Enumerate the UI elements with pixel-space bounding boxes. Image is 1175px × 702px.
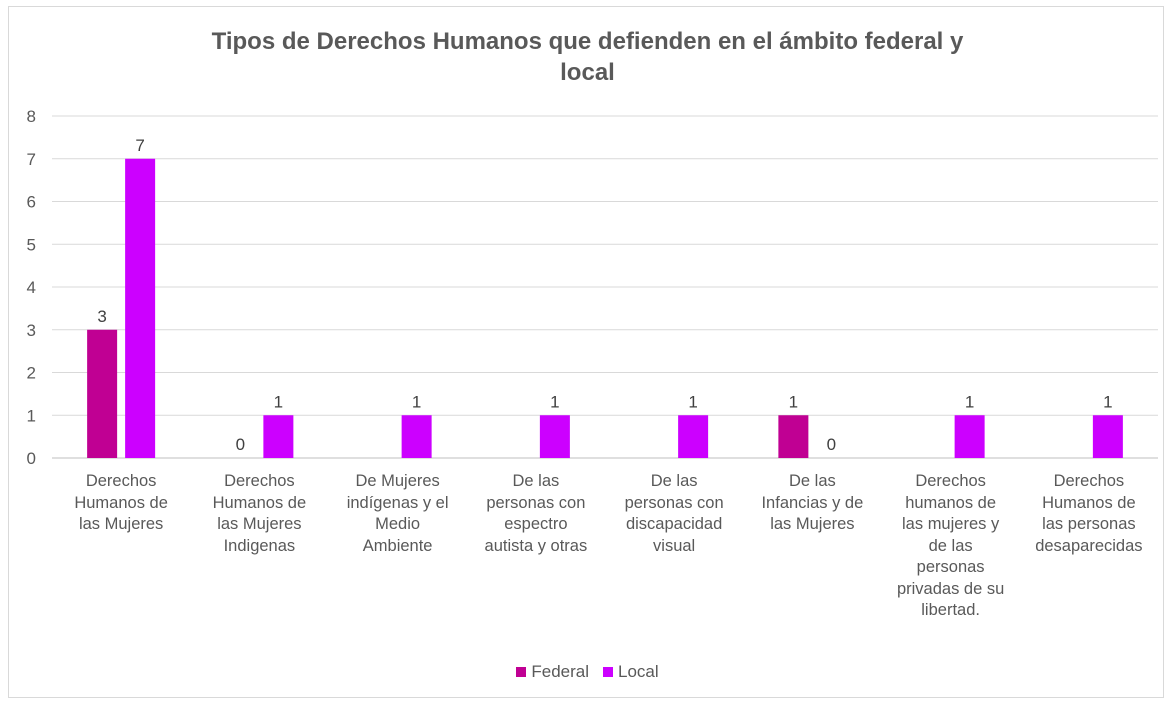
y-tick-label-0: 0 (27, 449, 36, 468)
x-tick-label-6-line-1: humanos de (905, 493, 997, 512)
data-label-federal-5: 1 (789, 392, 798, 411)
x-tick-label-3-line-2: espectro (504, 515, 568, 533)
bar-federal-5 (778, 415, 809, 458)
x-tick-label-0-line-1: Humanos de (74, 493, 168, 512)
x-tick-label-2-line-0: De Mujeres (355, 472, 440, 490)
data-label-federal-0: 3 (97, 307, 106, 326)
y-tick-label-3: 3 (27, 321, 36, 340)
chart-title-line-2: local (560, 59, 615, 86)
x-tick-label-2: De Mujeres indígenas y el Medio Ambiente (329, 471, 467, 557)
legend-item-local: Local (603, 662, 659, 682)
x-tick-label-1-line-3: Indigenas (223, 536, 296, 555)
data-label-federal-1: 0 (236, 435, 245, 454)
legend-swatch-federal (516, 667, 527, 677)
x-tick-label-5: De las Infancias y de las Mujeres (743, 471, 881, 536)
x-tick-label-6-line-3: de las (928, 536, 973, 555)
data-label-local-4: 1 (688, 392, 697, 411)
x-tick-label-0: Derechos Humanos de las Mujeres (52, 471, 190, 536)
x-tick-label-6-line-2: las mujeres y (902, 515, 1000, 533)
x-tick-label-6-line-5: privadas de su (896, 579, 1005, 598)
data-label-local-2: 1 (412, 392, 421, 411)
bar-local-1 (263, 415, 294, 458)
bar-local-0 (125, 158, 156, 458)
x-tick-label-3-line-0: De las (512, 472, 560, 490)
legend: Federal Local (0, 662, 1175, 682)
x-tick-label-7-line-3: desaparecidas (1035, 536, 1143, 555)
x-tick-label-7-line-1: Humanos de (1042, 493, 1136, 512)
bar-local-2 (401, 415, 432, 458)
x-tick-label-1-line-1: Humanos de (212, 493, 307, 512)
x-tick-label-6-line-0: Derechos (915, 472, 986, 490)
y-tick-label-1: 1 (27, 406, 36, 425)
x-tick-label-4-line-2: discapacidad (625, 515, 723, 533)
x-tick-label-3-line-3: autista y otras (484, 536, 588, 555)
x-tick-label-4-line-3: visual (653, 536, 696, 555)
x-tick-label-6-line-6: libertad. (921, 601, 980, 619)
legend-item-federal: Federal (516, 662, 589, 682)
data-label-local-7: 1 (1103, 392, 1112, 411)
legend-swatch-local (603, 667, 613, 677)
data-label-local-5: 0 (827, 435, 836, 454)
x-tick-label-2-line-3: Ambiente (362, 536, 433, 555)
data-label-local-6: 1 (965, 392, 974, 411)
x-tick-label-4: De las personas con discapacidad visual (605, 471, 743, 557)
x-tick-label-3: De las personas con espectro autista y otra… (467, 471, 605, 557)
x-tick-label-1-line-2: las Mujeres (217, 515, 302, 533)
x-tick-label-5-line-0: De las (788, 472, 836, 490)
y-tick-label-8: 8 (27, 107, 36, 126)
x-tick-label-6: Derechos humanos de las mujeres y de las per… (882, 471, 1020, 622)
x-tick-label-2-line-1: indígenas y el (346, 493, 449, 512)
chart-title: Tipos de Derechos Humanos que defienden … (0, 26, 1175, 88)
y-tick-label-2: 2 (27, 364, 36, 383)
chart-frame (8, 6, 1164, 698)
legend-label-local: Local (618, 662, 659, 681)
x-tick-label-4-line-0: De las (650, 472, 698, 490)
legend-label-federal: Federal (531, 662, 589, 681)
bar-local-6 (954, 415, 985, 458)
x-tick-label-7-line-0: Derechos (1053, 472, 1125, 490)
y-tick-label-6: 6 (27, 193, 36, 212)
data-label-local-1: 1 (274, 392, 283, 411)
x-tick-label-0-line-2: las Mujeres (78, 515, 164, 533)
x-tick-label-1: Derechos Humanos de las Mujeres Indigenas (190, 471, 328, 557)
y-tick-label-7: 7 (27, 150, 36, 169)
data-label-local-3: 1 (550, 392, 559, 411)
x-tick-label-4-line-1: personas con (624, 493, 724, 512)
y-tick-label-4: 4 (27, 278, 36, 297)
chart-title-line-1: Tipos de Derechos Humanos que defienden … (211, 28, 964, 55)
bar-federal-0 (87, 329, 118, 458)
y-tick-label-5: 5 (27, 235, 36, 254)
x-tick-label-5-line-1: Infancias y de (761, 493, 864, 512)
x-tick-label-7: Derechos Humanos de las personas desapareci… (1020, 471, 1158, 557)
x-tick-label-3-line-1: personas con (486, 493, 586, 512)
x-tick-label-7-line-2: las personas (1042, 515, 1136, 533)
bar-local-7 (1092, 415, 1123, 458)
x-tick-label-0-line-0: Derechos (85, 472, 157, 490)
bar-local-4 (678, 415, 709, 458)
x-tick-label-2-line-2: Medio (375, 515, 421, 533)
x-tick-label-6-line-4: personas (916, 558, 985, 576)
bar-local-3 (539, 415, 570, 458)
x-tick-label-1-line-0: Derechos (224, 472, 295, 490)
x-tick-label-5-line-2: las Mujeres (770, 515, 855, 533)
data-label-local-0: 7 (135, 136, 144, 155)
